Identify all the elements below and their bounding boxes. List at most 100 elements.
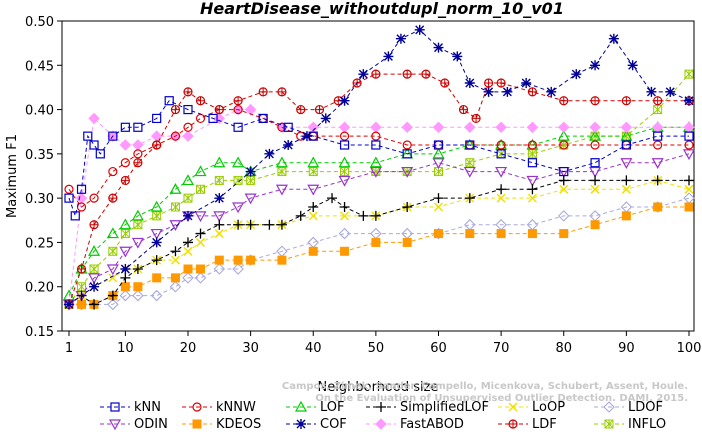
data-point-COF (684, 95, 694, 106)
data-point-COF (358, 69, 369, 80)
y-tick-label: 0.15 (25, 325, 54, 340)
series-ODIN (62, 149, 696, 311)
data-point-LDF (559, 96, 569, 106)
legend-label: LoOP (532, 400, 565, 415)
data-point-kNN (684, 131, 694, 141)
legend-item-kNNW: kNNW (182, 400, 256, 415)
data-point-kNN (208, 113, 218, 124)
data-point-INFLO (170, 202, 180, 212)
x-tick-label: 40 (305, 341, 322, 356)
x-tick-label: 60 (430, 341, 447, 356)
x-axis-label: Neighborhood size (318, 380, 439, 395)
data-point-SimplifiedLOF (182, 237, 193, 248)
data-point-FastABOD (464, 121, 476, 133)
data-point-KDEOS (120, 282, 130, 292)
data-point-COF (383, 51, 394, 62)
data-point-SimplifiedLOF (433, 193, 444, 204)
data-point-INFLO (196, 184, 206, 194)
data-point-KDEOS (152, 273, 162, 283)
data-point-KDEOS (402, 237, 412, 247)
data-point-LoOP (559, 184, 569, 194)
data-point-SimplifiedLOF (245, 219, 256, 230)
data-point-INFLO (527, 149, 537, 159)
data-point-kNN (433, 140, 444, 150)
data-point-COF (546, 86, 557, 97)
x-tick-label: 80 (555, 341, 572, 356)
data-point-LOF (275, 156, 288, 168)
y-tick-label: 0.35 (25, 148, 54, 163)
x-tick-label: 90 (618, 341, 635, 356)
data-point-LDOF (107, 298, 119, 311)
data-point-kNN (64, 193, 74, 203)
legend-marker (375, 418, 387, 430)
data-point-LDF (471, 113, 481, 124)
data-point-kNN (83, 131, 93, 141)
data-point-LDF (89, 220, 99, 230)
data-point-ODIN (338, 175, 351, 187)
legend-item-KDEOS: KDEOS (182, 417, 261, 432)
data-point-SimplifiedLOF (107, 290, 118, 301)
data-point-ODIN (401, 166, 414, 178)
data-point-kNNW (590, 140, 600, 150)
data-point-SimplifiedLOF (652, 175, 663, 186)
data-point-INFLO (77, 282, 87, 292)
data-point-LDF (483, 78, 494, 88)
data-point-ODIN (169, 220, 182, 231)
data-point-LDOF (182, 272, 194, 284)
data-point-COF (433, 42, 444, 53)
data-point-LOF (620, 129, 633, 141)
data-point-LOF (307, 156, 320, 168)
data-point-kNNW (233, 104, 243, 115)
data-point-COF (339, 95, 350, 106)
data-point-SimplifiedLOF (558, 175, 569, 186)
data-point-SimplifiedLOF (89, 299, 100, 310)
data-point-LOF (232, 156, 245, 168)
data-point-kNNW (402, 140, 412, 150)
data-point-SimplifiedLOF (496, 184, 507, 195)
series-line-COF (68, 29, 690, 305)
data-point-COF (521, 78, 532, 88)
legend-marker (376, 402, 386, 412)
legend-label: INFLO (628, 417, 666, 432)
y-tick-label: 0.20 (25, 281, 54, 296)
data-point-kNN (95, 149, 105, 159)
data-point-COF (320, 113, 331, 124)
data-point-KDEOS (433, 229, 443, 239)
data-point-COF (608, 33, 619, 44)
data-point-ODIN (651, 158, 664, 169)
data-point-LOF (150, 200, 163, 212)
data-point-FastABOD (370, 121, 382, 133)
data-point-kNN (183, 104, 193, 115)
data-point-ODIN (495, 166, 508, 178)
data-point-COF (120, 264, 131, 274)
data-point-INFLO (653, 105, 663, 115)
legend-item-FastABOD: FastABOD (366, 417, 464, 432)
data-point-COF (395, 33, 406, 44)
data-point-kNNW (559, 140, 569, 150)
data-point-LoOP (108, 273, 118, 283)
x-tick-label: 70 (493, 341, 510, 356)
data-point-LDF (258, 87, 268, 97)
data-point-LOF (88, 245, 101, 256)
data-point-LDF (421, 69, 431, 79)
data-point-SimplifiedLOF (214, 219, 225, 230)
data-point-LDF (108, 193, 118, 203)
data-point-KDEOS (308, 246, 318, 256)
data-point-INFLO (214, 175, 224, 185)
data-point-LoOP (496, 193, 506, 203)
data-point-ODIN (88, 273, 101, 285)
legend-label: SimplifiedLOF (400, 400, 489, 415)
y-axis-label: Maximum F1 (5, 134, 20, 218)
data-point-FastABOD (244, 103, 257, 116)
data-point-SimplifiedLOF (132, 264, 143, 274)
legend-label: LDOF (628, 400, 663, 415)
data-point-LDF (653, 96, 663, 106)
data-point-SimplifiedLOF (590, 175, 601, 186)
data-point-COF (590, 60, 601, 71)
data-point-COF (483, 86, 494, 97)
data-point-kNNW (170, 131, 181, 141)
data-point-SimplifiedLOF (327, 193, 338, 204)
data-point-kNNW (108, 166, 118, 177)
data-point-SimplifiedLOF (621, 175, 632, 186)
